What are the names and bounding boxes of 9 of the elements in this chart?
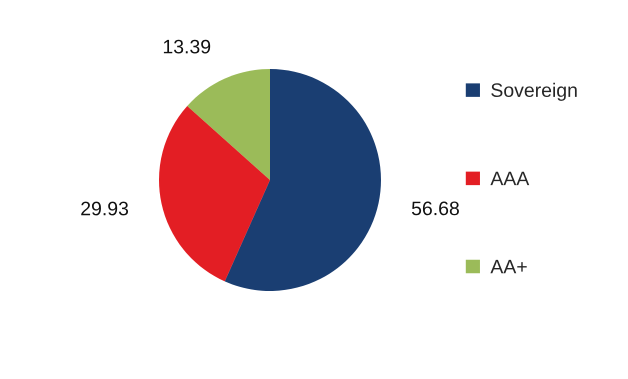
data-label: 29.93 <box>81 202 128 216</box>
legend-label: AA+ <box>490 260 527 274</box>
data-label: 13.39 <box>164 40 210 54</box>
pie-slice <box>159 106 270 282</box>
pie-slice <box>187 69 270 180</box>
legend-label: Sovereign <box>491 82 577 101</box>
data-label: 56.68 <box>412 202 459 216</box>
pie-slice <box>224 69 381 291</box>
legend-label: AAA <box>490 172 530 186</box>
